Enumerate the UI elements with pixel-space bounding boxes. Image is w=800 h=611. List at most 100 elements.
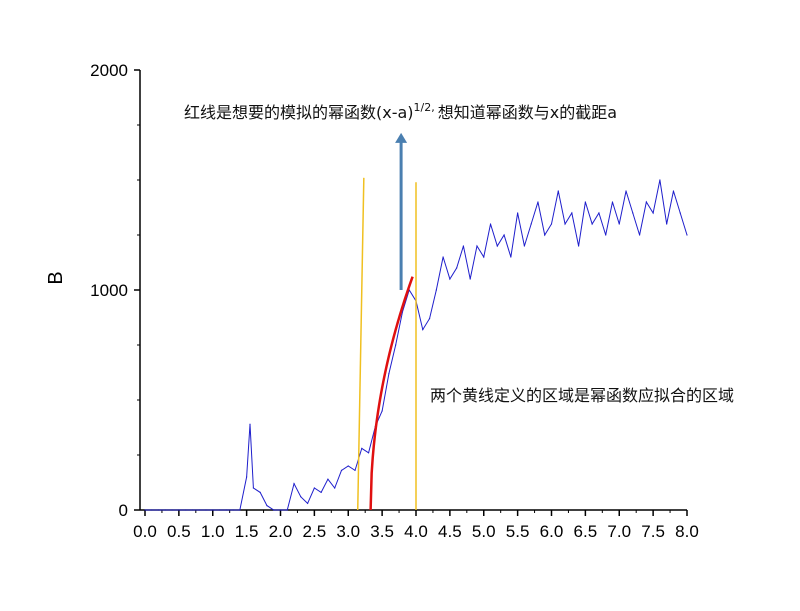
data-point bbox=[645, 201, 647, 203]
x-tick-label: 7.0 bbox=[607, 522, 631, 541]
yellow-region-line bbox=[356, 177, 365, 511]
data-point bbox=[157, 509, 160, 511]
x-tick-label: 5.5 bbox=[506, 522, 530, 541]
data-point bbox=[598, 212, 600, 214]
data-point bbox=[605, 234, 607, 236]
data-point bbox=[449, 278, 451, 280]
data-point bbox=[249, 423, 251, 425]
data-point bbox=[395, 344, 397, 346]
x-tick-label: 5.0 bbox=[472, 522, 496, 541]
annotation-top: 红线是想要的模拟的幂函数(x-a)1/2, 想知道幂函数与x的截距a bbox=[184, 101, 617, 122]
data-point bbox=[191, 509, 194, 511]
data-point bbox=[625, 190, 627, 192]
data-point bbox=[259, 491, 261, 493]
data-point bbox=[205, 509, 207, 511]
data-point bbox=[164, 509, 166, 511]
data-point bbox=[239, 509, 241, 511]
data-series-line bbox=[145, 179, 688, 511]
data-point bbox=[266, 505, 268, 507]
data-point bbox=[564, 223, 566, 225]
data-point bbox=[666, 223, 668, 225]
data-point bbox=[462, 245, 465, 247]
x-tick-label: 2.5 bbox=[303, 522, 327, 541]
data-point bbox=[469, 278, 471, 280]
data-point bbox=[367, 452, 370, 454]
data-point bbox=[591, 223, 593, 225]
data-point bbox=[523, 245, 526, 247]
data-point bbox=[544, 234, 546, 236]
data-point bbox=[510, 256, 512, 258]
y-tick-label: 1000 bbox=[90, 281, 128, 300]
data-point bbox=[293, 483, 295, 485]
data-point bbox=[611, 201, 614, 203]
data-point bbox=[571, 212, 573, 214]
data-point bbox=[632, 212, 634, 214]
data-point bbox=[679, 212, 681, 214]
data-point bbox=[435, 289, 437, 291]
axes: 0.0 0.5 1.0 1.5 2.0 2.5 3.0 3.5 4.0 4.5 5.0 5.5 6.0 6… bbox=[90, 61, 699, 541]
data-point bbox=[550, 223, 553, 225]
data-point bbox=[530, 223, 532, 225]
data-point bbox=[218, 509, 221, 511]
data-point bbox=[185, 509, 187, 511]
data-point bbox=[334, 487, 336, 489]
data-point bbox=[489, 223, 492, 225]
data-point bbox=[340, 469, 343, 471]
data-point bbox=[456, 267, 458, 269]
x-tick-label: 4.0 bbox=[404, 522, 428, 541]
data-point bbox=[347, 465, 349, 467]
data-point bbox=[354, 469, 356, 471]
data-point bbox=[320, 491, 322, 493]
data-point bbox=[144, 509, 146, 511]
data-point bbox=[225, 509, 227, 511]
fit-curve bbox=[369, 276, 414, 511]
x-tick-label: 1.5 bbox=[235, 522, 259, 541]
plot-area bbox=[144, 132, 688, 511]
arrow-head-icon bbox=[395, 132, 408, 143]
data-point bbox=[307, 502, 309, 504]
y-tick-label: 2000 bbox=[90, 61, 128, 80]
data-point bbox=[442, 256, 444, 258]
x-tick-label: 0.0 bbox=[133, 522, 157, 541]
data-point bbox=[286, 509, 288, 511]
y-axis-label: B bbox=[45, 271, 67, 284]
data-point bbox=[422, 329, 424, 331]
x-tick-label: 4.5 bbox=[438, 522, 462, 541]
data-point bbox=[381, 410, 383, 412]
x-tick-label: 3.5 bbox=[370, 522, 394, 541]
data-point bbox=[428, 318, 431, 320]
x-tick-label: 8.0 bbox=[675, 522, 699, 541]
data-point bbox=[171, 509, 173, 511]
data-point bbox=[300, 496, 302, 498]
data-point bbox=[151, 509, 153, 511]
x-tick-label: 3.0 bbox=[336, 522, 360, 541]
data-point bbox=[503, 234, 505, 236]
data-point bbox=[361, 447, 363, 449]
data-point bbox=[279, 509, 282, 511]
data-point bbox=[252, 487, 254, 489]
data-point bbox=[557, 190, 559, 192]
data-point bbox=[652, 212, 654, 214]
data-point bbox=[672, 190, 675, 192]
data-point bbox=[327, 478, 329, 480]
x-tick-label: 6.0 bbox=[540, 522, 564, 541]
data-point bbox=[273, 509, 275, 511]
data-point bbox=[178, 509, 180, 511]
data-point bbox=[618, 223, 620, 225]
x-tick-label: 7.5 bbox=[641, 522, 665, 541]
x-tick-label: 0.5 bbox=[167, 522, 191, 541]
data-point bbox=[212, 509, 214, 511]
data-point bbox=[638, 234, 641, 236]
data-point bbox=[198, 509, 200, 511]
x-tick-label: 1.0 bbox=[201, 522, 225, 541]
data-point bbox=[686, 234, 688, 236]
data-point bbox=[232, 509, 234, 511]
y-tick-label: 0 bbox=[119, 501, 128, 520]
data-point bbox=[584, 201, 586, 203]
data-point bbox=[483, 256, 485, 258]
data-point bbox=[517, 212, 519, 214]
data-point bbox=[659, 179, 661, 181]
data-point bbox=[496, 245, 498, 247]
data-point bbox=[537, 201, 539, 203]
